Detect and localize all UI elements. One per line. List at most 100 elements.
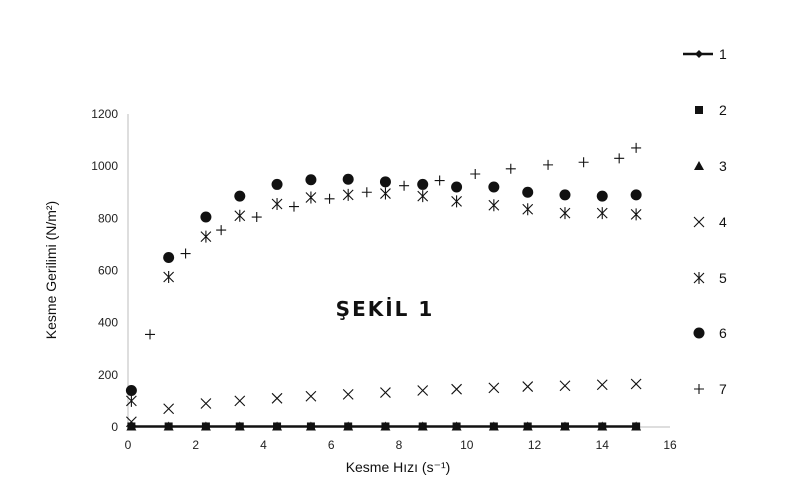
data-point	[489, 383, 499, 393]
data-point	[631, 143, 641, 153]
data-point	[614, 153, 624, 163]
legend-marker	[694, 384, 704, 394]
legend-marker	[695, 106, 703, 114]
data-point	[597, 191, 608, 202]
legend-label: 2	[719, 102, 727, 118]
legend-marker	[694, 161, 704, 170]
x-tick-label: 12	[528, 438, 542, 452]
data-point	[380, 188, 390, 200]
legend-label: 1	[719, 46, 727, 62]
legend-entry: 7	[694, 381, 727, 397]
data-point	[362, 187, 372, 197]
data-point	[216, 225, 226, 235]
x-tick-label: 14	[596, 438, 610, 452]
legend-entry: 4	[694, 214, 727, 230]
y-tick-label: 800	[98, 211, 118, 225]
data-point	[559, 189, 570, 200]
data-point	[452, 195, 462, 207]
data-point	[200, 212, 211, 223]
data-point	[523, 203, 533, 215]
data-point	[343, 189, 353, 201]
data-point	[560, 207, 570, 219]
y-tick-label: 200	[98, 368, 118, 382]
data-point	[488, 182, 499, 193]
data-point	[306, 191, 316, 203]
data-point	[289, 202, 299, 212]
x-axis-title: Kesme Hızı (s⁻¹)	[346, 459, 451, 475]
x-tick-label: 8	[396, 438, 403, 452]
legend-entry: 2	[695, 102, 727, 118]
legend-marker	[694, 217, 704, 227]
data-point	[631, 208, 641, 220]
data-point	[145, 329, 155, 339]
x-tick-label: 4	[260, 438, 267, 452]
legend-entry: 1	[683, 46, 727, 62]
data-point	[272, 393, 282, 403]
data-point	[235, 210, 245, 222]
y-tick-label: 0	[111, 420, 118, 434]
data-point	[164, 404, 174, 414]
legend-entry: 6	[694, 325, 728, 341]
data-point	[325, 194, 335, 204]
data-point	[506, 164, 516, 174]
data-point	[272, 198, 282, 210]
data-point	[201, 231, 211, 243]
y-axis-title: Kesme Gerilimi (N/m²)	[43, 201, 59, 339]
x-tick-label: 16	[663, 438, 677, 452]
data-point	[489, 199, 499, 211]
legend-entry: 3	[694, 158, 727, 174]
data-point	[452, 384, 462, 394]
legend-marker	[695, 50, 703, 58]
chart-annotation: ŞEKİL 1	[336, 297, 435, 321]
legend: 1 2 3 4 5 6 7	[683, 46, 727, 397]
data-point	[523, 382, 533, 392]
data-point	[306, 391, 316, 401]
legend-label: 6	[719, 325, 727, 341]
legend-label: 7	[719, 381, 727, 397]
data-point	[543, 160, 553, 170]
data-point	[181, 249, 191, 259]
data-point	[470, 169, 480, 179]
axes: 0200400600800100012000246810121416	[91, 107, 677, 452]
legend-marker	[694, 272, 704, 284]
legend-label: 3	[719, 158, 727, 174]
data-point	[126, 385, 137, 396]
legend-label: 4	[719, 214, 727, 230]
data-point	[163, 252, 174, 263]
legend-entry: 5	[694, 270, 727, 286]
data-point	[631, 379, 641, 389]
data-point	[380, 388, 390, 398]
y-tick-label: 1200	[91, 107, 118, 121]
data-point	[579, 157, 589, 167]
data-point	[252, 212, 262, 222]
data-point	[418, 190, 428, 202]
data-point	[435, 176, 445, 186]
data-point	[418, 385, 428, 395]
data-point	[235, 396, 245, 406]
data-point	[343, 389, 353, 399]
data-point	[560, 381, 570, 391]
y-tick-label: 600	[98, 264, 118, 278]
data-point	[234, 191, 245, 202]
data-point	[631, 189, 642, 200]
series-4	[126, 379, 641, 427]
data-point	[201, 399, 211, 409]
data-point	[164, 271, 174, 283]
data-point	[522, 187, 533, 198]
y-tick-label: 400	[98, 316, 118, 330]
data-point	[597, 380, 607, 390]
data-point	[597, 207, 607, 219]
chart-marks	[126, 143, 642, 431]
data-point	[380, 176, 391, 187]
x-tick-label: 2	[192, 438, 199, 452]
x-tick-label: 6	[328, 438, 335, 452]
legend-marker	[694, 328, 705, 339]
data-point	[272, 179, 283, 190]
y-tick-label: 1000	[91, 159, 118, 173]
data-point	[343, 174, 354, 185]
x-tick-label: 0	[125, 438, 132, 452]
x-axis-title-text: Kesme Hızı (s⁻¹)	[346, 459, 451, 475]
series-6	[126, 174, 642, 396]
data-point	[451, 182, 462, 193]
